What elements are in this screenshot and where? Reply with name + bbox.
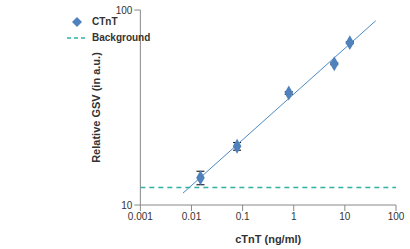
svg-text:0.01: 0.01 — [182, 211, 202, 222]
svg-text:1: 1 — [291, 211, 297, 222]
svg-text:100: 100 — [388, 211, 402, 222]
svg-text:0.1: 0.1 — [236, 211, 250, 222]
svg-text:0.001: 0.001 — [128, 211, 153, 222]
svg-text:100: 100 — [116, 5, 133, 16]
svg-text:Relative GSV (in a.u.): Relative GSV (in a.u.) — [90, 52, 102, 163]
svg-text:10: 10 — [339, 211, 351, 222]
html-text:CTnT: CTnT — [92, 16, 118, 27]
svg-text:cTnT (ng/ml): cTnT (ng/ml) — [235, 233, 301, 245]
svg-text:10: 10 — [121, 200, 133, 211]
html-text:Background: Background — [92, 32, 151, 43]
